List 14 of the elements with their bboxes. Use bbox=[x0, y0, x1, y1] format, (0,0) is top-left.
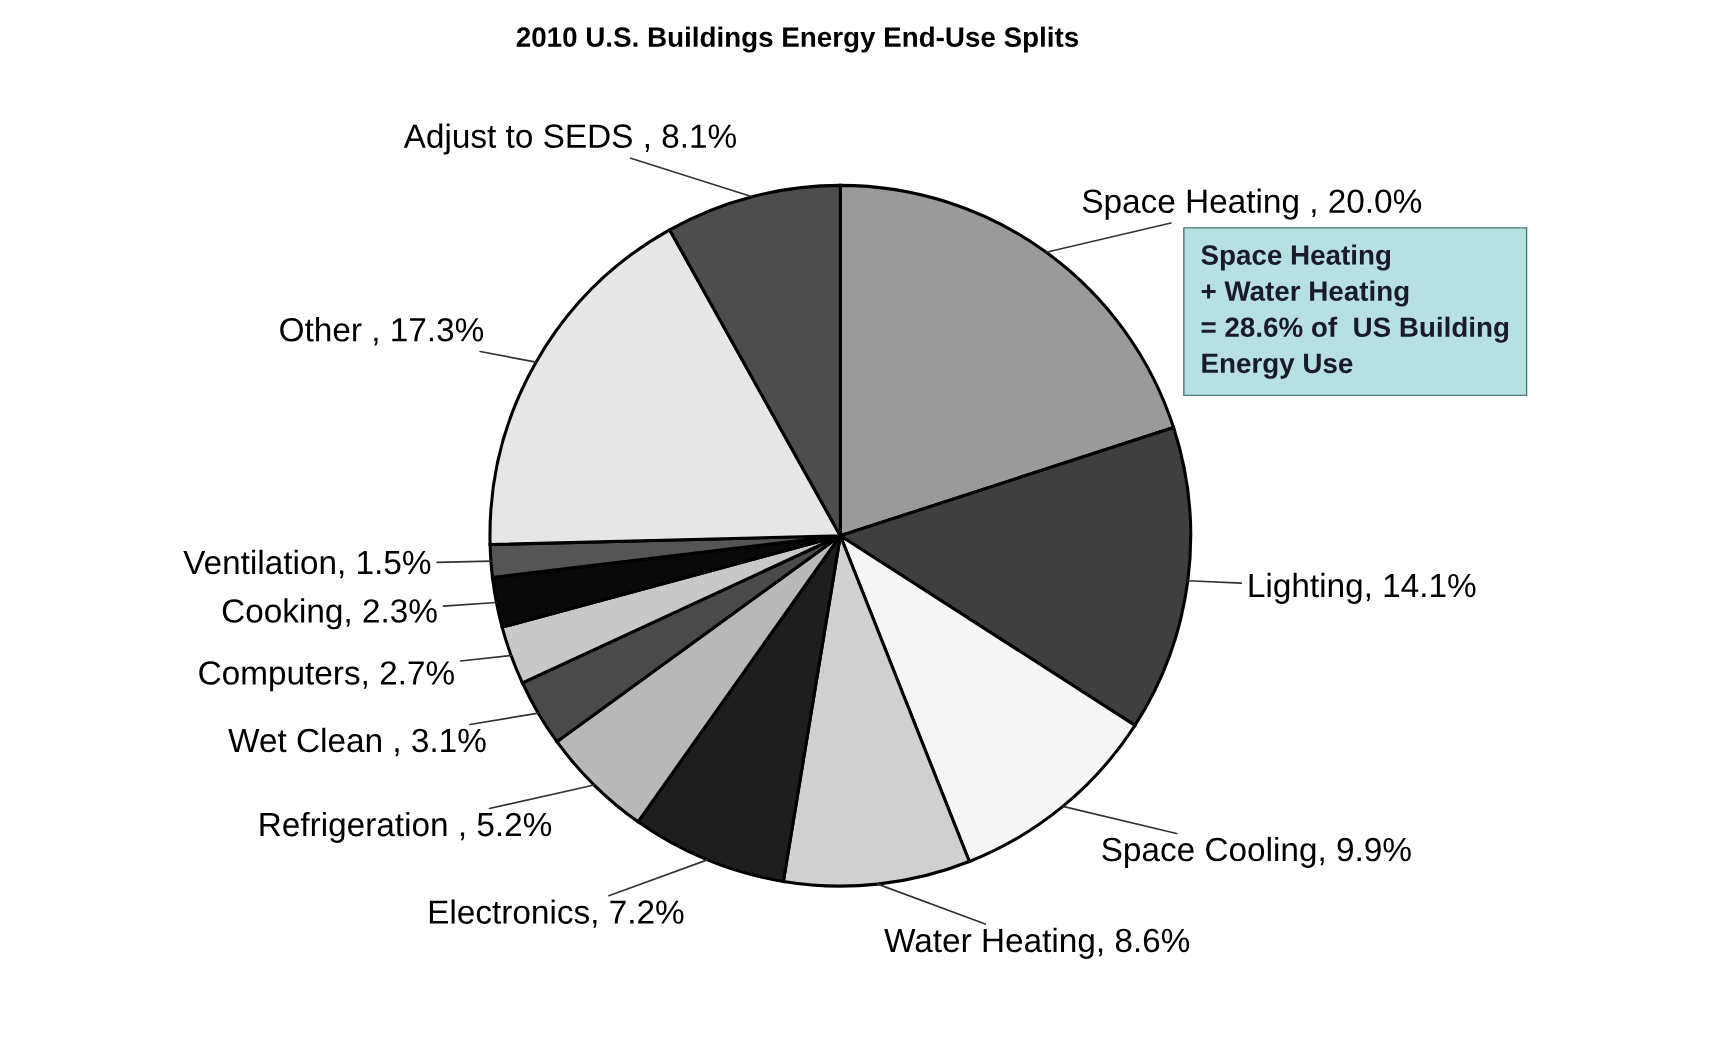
slice-label: Refrigeration , 5.2% bbox=[260, 811, 552, 843]
text: Space Heating + Water Heating = 28.6% of US Building Energy Use bbox=[1201, 244, 1509, 379]
slice-label: Lighting, 14.1% bbox=[1249, 572, 1476, 604]
slice-label: Adjust to SEDS , 8.1% bbox=[403, 123, 736, 155]
chart-title: 2010 U.S. Buildings Energy End-Use Splits bbox=[516, 26, 1079, 53]
slice-label: Other , 17.3% bbox=[280, 317, 484, 346]
slice-label: Ventilation, 1.5% bbox=[183, 549, 431, 579]
slice-label: Computers, 2.7% bbox=[199, 661, 454, 692]
slice-label: Wet Clean , 3.1% bbox=[228, 727, 486, 757]
slice-label: Space Heating , 20.0% bbox=[1082, 188, 1422, 220]
slice-label: Space Cooling, 9.9% bbox=[1102, 836, 1411, 868]
slice-label: Water Heating, 8.6% bbox=[884, 927, 1190, 959]
slice-label: Cooking, 2.3% bbox=[222, 598, 437, 630]
slice-label: Electronics, 7.2% bbox=[429, 899, 684, 928]
